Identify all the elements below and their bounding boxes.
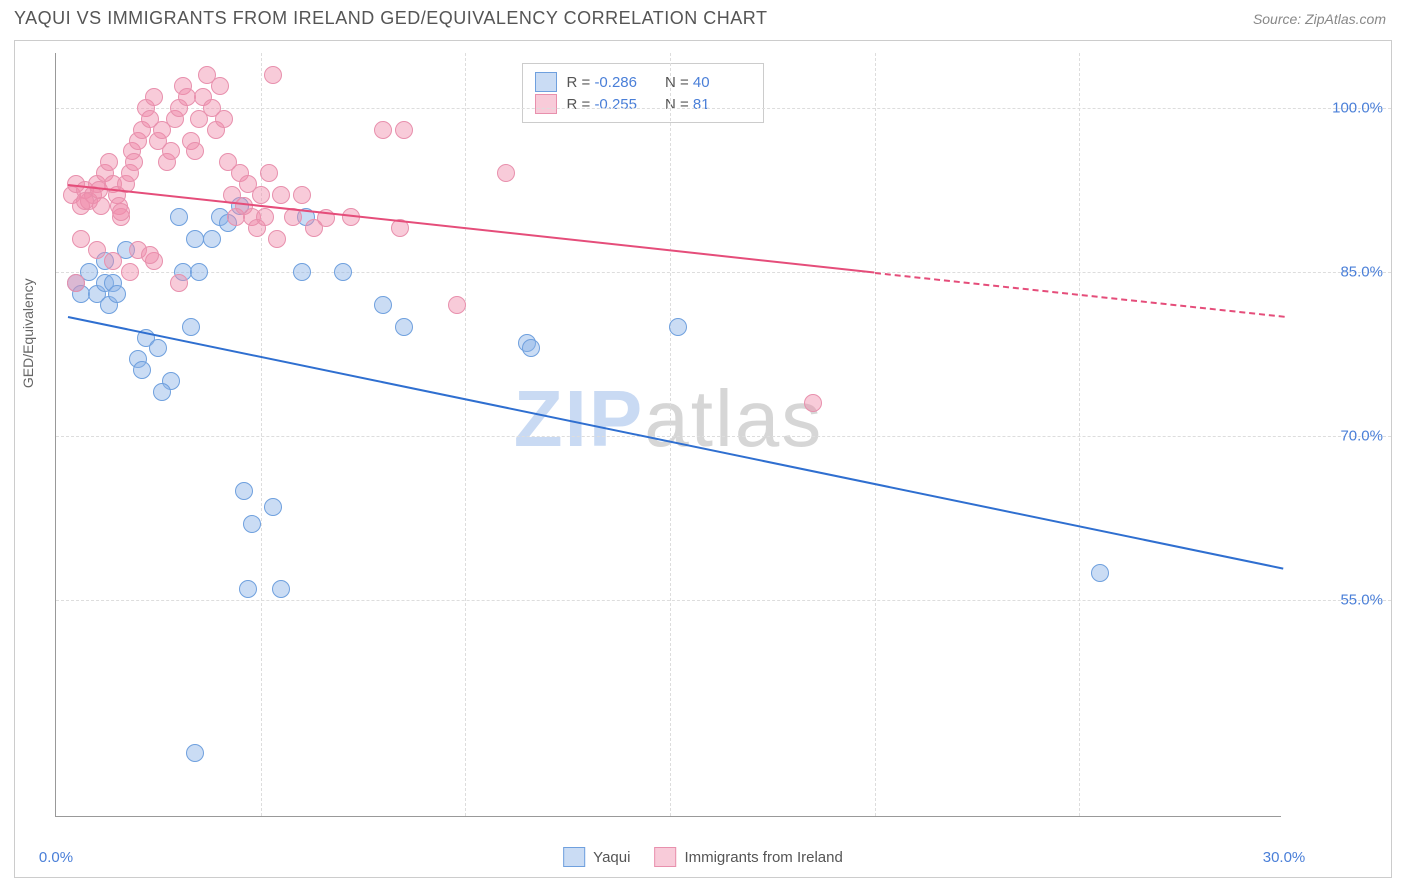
data-point [260, 164, 278, 182]
ytick-label: 85.0% [1340, 263, 1383, 280]
data-point [215, 110, 233, 128]
data-point [153, 383, 171, 401]
data-point [108, 285, 126, 303]
data-point [145, 88, 163, 106]
data-point [293, 263, 311, 281]
data-point [88, 241, 106, 259]
trendline [68, 184, 875, 274]
data-point [243, 515, 261, 533]
data-point [268, 230, 286, 248]
data-point [112, 203, 130, 221]
legend-label: Yaqui [593, 849, 630, 866]
data-point [395, 121, 413, 139]
data-point [395, 318, 413, 336]
data-point [497, 164, 515, 182]
gridline-v [875, 53, 876, 816]
data-point [141, 246, 159, 264]
gridline-h [56, 436, 1391, 437]
data-point [72, 230, 90, 248]
gridline-h [56, 272, 1391, 273]
data-point [256, 208, 274, 226]
data-point [211, 77, 229, 95]
plot-area: GED/Equivalency ZIPatlas R = -0.286 N = … [55, 53, 1281, 817]
data-point [182, 318, 200, 336]
data-point [186, 744, 204, 762]
data-point [186, 142, 204, 160]
legend-item: Yaqui [563, 847, 630, 867]
source-label: Source: ZipAtlas.com [1253, 11, 1386, 27]
data-point [252, 186, 270, 204]
chart-container: GED/Equivalency ZIPatlas R = -0.286 N = … [14, 40, 1392, 878]
data-point [170, 208, 188, 226]
legend-label: Immigrants from Ireland [684, 849, 842, 866]
data-point [121, 263, 139, 281]
data-point [264, 66, 282, 84]
ytick-label: 70.0% [1340, 428, 1383, 445]
correlation-legend: R = -0.286 N = 40 R = -0.255 N = 81 [522, 63, 764, 123]
series-legend: Yaqui Immigrants from Ireland [563, 847, 843, 867]
legend-swatch [654, 847, 676, 867]
data-point [170, 274, 188, 292]
data-point [522, 339, 540, 357]
yaxis-title: GED/Equivalency [20, 278, 36, 388]
data-point [669, 318, 687, 336]
data-point [178, 88, 196, 106]
data-point [448, 296, 466, 314]
gridline-v [465, 53, 466, 816]
data-point [374, 296, 392, 314]
data-point [334, 263, 352, 281]
legend-stats: R = -0.286 N = 40 [567, 74, 751, 91]
data-point [190, 263, 208, 281]
data-point [92, 197, 110, 215]
legend-item: Immigrants from Ireland [654, 847, 842, 867]
ytick-label: 55.0% [1340, 592, 1383, 609]
legend-swatch [563, 847, 585, 867]
data-point [76, 192, 94, 210]
data-point [239, 580, 257, 598]
data-point [804, 394, 822, 412]
gridline-h [56, 600, 1391, 601]
data-point [67, 274, 85, 292]
data-point [374, 121, 392, 139]
gridline-h [56, 108, 1391, 109]
chart-title: YAQUI VS IMMIGRANTS FROM IRELAND GED/EQU… [14, 8, 767, 29]
gridline-v [670, 53, 671, 816]
ytick-label: 100.0% [1332, 99, 1383, 116]
data-point [264, 498, 282, 516]
legend-row: R = -0.255 N = 81 [535, 94, 751, 114]
data-point [133, 361, 151, 379]
data-point [149, 339, 167, 357]
data-point [162, 142, 180, 160]
gridline-v [1079, 53, 1080, 816]
data-point [272, 186, 290, 204]
data-point [104, 252, 122, 270]
xtick-label: 0.0% [39, 849, 73, 866]
legend-stats: R = -0.255 N = 81 [567, 96, 751, 113]
data-point [1091, 564, 1109, 582]
xtick-label: 30.0% [1263, 849, 1306, 866]
legend-swatch [535, 72, 557, 92]
data-point [186, 230, 204, 248]
data-point [125, 153, 143, 171]
legend-row: R = -0.286 N = 40 [535, 72, 751, 92]
legend-swatch [535, 94, 557, 114]
data-point [272, 580, 290, 598]
data-point [293, 186, 311, 204]
data-point [235, 482, 253, 500]
data-point [100, 153, 118, 171]
data-point [203, 230, 221, 248]
